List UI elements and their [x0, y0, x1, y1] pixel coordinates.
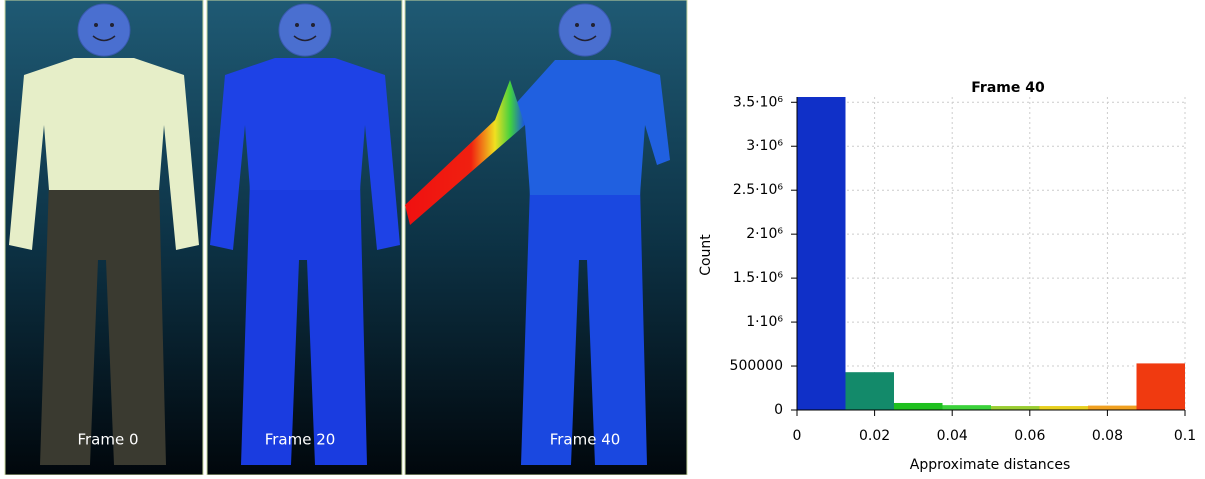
panel: Frame 0: [5, 0, 203, 475]
x-tick-label: 0.1: [1174, 428, 1196, 444]
y-tick-label: 3.5·10⁶: [733, 94, 784, 110]
bar: [846, 372, 895, 410]
y-tick-label: 500000: [730, 358, 783, 374]
bar: [1040, 406, 1089, 410]
x-tick-label: 0.06: [1014, 428, 1045, 444]
panel-label: Frame 20: [265, 431, 336, 449]
bar: [1137, 363, 1186, 410]
page: Frame 0 Frame 20 Frame 40 Frame 40 Appro…: [0, 0, 1205, 475]
panel: Frame 20: [207, 0, 402, 475]
y-tick-label: 1·10⁶: [746, 314, 783, 330]
y-tick-label: 1.5·10⁶: [733, 270, 784, 286]
panel-label: Frame 40: [550, 431, 621, 449]
x-tick-label: 0.08: [1092, 428, 1123, 444]
y-tick-label: 0: [774, 402, 783, 418]
bar: [894, 403, 943, 410]
y-tick-label: 3·10⁶: [746, 138, 783, 154]
x-axis-label: Approximate distances: [910, 457, 1071, 473]
x-tick-label: 0.04: [937, 428, 968, 444]
x-tick-label: 0: [793, 428, 802, 444]
bar: [943, 405, 992, 410]
panel-label: Frame 0: [77, 431, 138, 449]
figure: Frame 0 Frame 20 Frame 40 Frame 40 Appro…: [0, 0, 1205, 475]
y-tick-label: 2·10⁶: [746, 226, 783, 242]
y-axis-label: Count: [698, 234, 714, 276]
chart-title: Frame 40: [971, 80, 1045, 96]
x-tick-label: 0.02: [859, 428, 890, 444]
panel: Frame 40: [405, 0, 687, 475]
bar: [797, 97, 846, 410]
bar: [1088, 406, 1137, 410]
bar: [991, 406, 1040, 410]
y-tick-label: 2.5·10⁶: [733, 182, 784, 198]
